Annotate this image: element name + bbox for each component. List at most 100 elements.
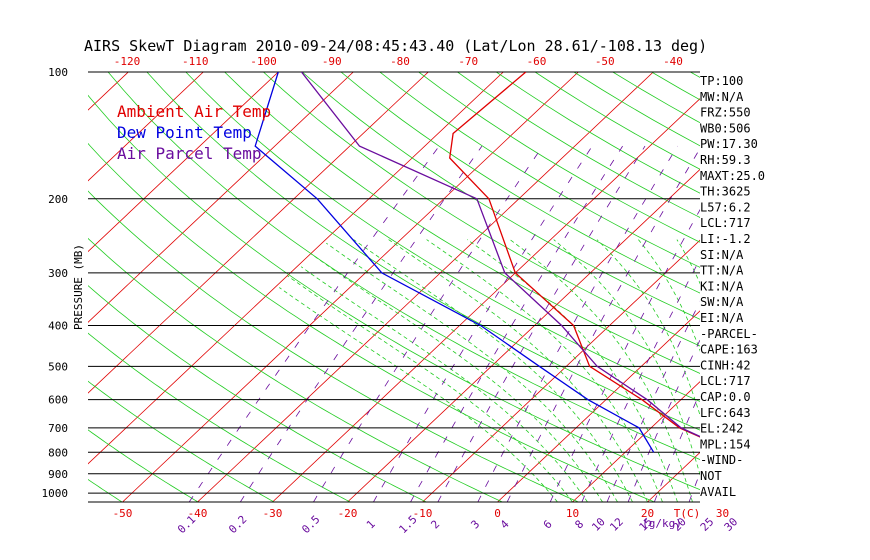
moist-adiabat-line [774,240,797,502]
series-group [254,72,700,453]
top-temperature-tick-label: -100 [250,55,277,68]
pressure-tick-label: 1000 [42,487,69,500]
stat-label: PW:17.30 [700,137,758,151]
temperature-unit-label: T(C) [674,507,701,520]
stat-label: EL:242 [700,422,743,436]
mixing-ratio-line [239,145,483,502]
stat-label: LFC:643 [700,406,751,420]
moist-adiabat-line [279,287,558,502]
series-line-0 [449,72,700,438]
bottom-temperature-tick-label: -20 [338,507,358,520]
chart-title: AIRS SkewT Diagram 2010-09-24/08:45:43.4… [84,37,707,55]
pressure-tick-label: 900 [48,468,68,481]
dry-adiabat-line [107,72,700,460]
stat-label: LCL:717 [700,374,751,388]
isotherm-line [422,239,700,502]
stat-label: NOT [700,469,722,483]
isotherm-line [88,72,204,182]
stat-label: KI:N/A [700,279,744,293]
dry-adiabat-line [88,429,199,502]
mixing-ratio-line [740,146,870,502]
dry-adiabat-line [88,332,351,502]
pressure-tick-label: 300 [48,267,68,280]
moist-adiabat-line [388,239,648,502]
bottom-temperature-tick-label: 30 [716,507,729,520]
dry-adiabat-line [88,478,123,502]
top-temperature-tick-label: -50 [595,55,615,68]
dry-adiabat-line [263,72,700,347]
stat-label: FRZ:550 [700,106,751,120]
y-axis-label: PRESSURE (MB) [72,244,85,330]
isotherm-line [88,72,129,111]
mixing-ratio-label: 25 [698,515,717,534]
dry-adiabat-line [88,285,427,502]
top-temperature-tick-label: -80 [390,55,410,68]
bottom-temperature-tick-label: -40 [188,507,208,520]
legend-label: Dew Point Temp [117,123,252,142]
mixing-ratio-unit-label: (g/kg) [642,517,682,530]
moist-adiabat-line [509,239,693,502]
stat-label: MAXT:25.0 [700,169,765,183]
dry-adiabat-line [88,190,579,502]
top-temperature-tick-label: -40 [663,55,683,68]
dry-adiabat-line [146,72,700,431]
isotherm-line [0,72,53,502]
isotherm-line [497,310,700,502]
isotherm-line [88,72,429,394]
dry-adiabat-line [340,72,700,294]
moist-adiabat-line [300,266,588,502]
stat-label: CINH:42 [700,358,751,372]
dry-adiabat-line [88,94,700,491]
top-temperature-tick-label: -60 [527,55,547,68]
bottom-temperature-tick-label: -10 [413,507,433,520]
stat-label: EI:N/A [700,311,744,325]
stat-label: WB0:506 [700,121,751,135]
dry-adiabat-line [88,142,655,502]
moist-adiabat-line [353,239,633,502]
legend-label: Ambient Air Temp [117,102,271,121]
stat-label: SI:N/A [700,248,744,262]
pressure-tick-label: 200 [48,193,68,206]
stat-label: MPL:154 [700,437,751,451]
stat-label: -PARCEL- [700,327,758,341]
stat-label: TT:N/A [700,264,744,278]
stat-label: MW:N/A [700,90,744,104]
mixing-ratio-line [606,300,700,502]
isotherm-line [88,72,279,253]
pressure-tick-label: 400 [48,320,68,333]
legend-label: Air Parcel Temp [117,144,262,163]
isotherm-line [197,72,654,502]
mixing-ratio-line [477,145,678,502]
stat-label: TH:3625 [700,185,751,199]
moist-adiabat-line [426,239,663,502]
bottom-temperature-tick-label: -30 [263,507,283,520]
stat-label: -WIND- [700,453,743,467]
dry-adiabat-line [185,72,700,402]
stat-label: AVAIL [700,485,736,499]
moist-adiabat-line [466,239,678,502]
stat-label: TP:100 [700,74,743,88]
moist-adiabat-line [638,239,700,352]
series-line-2 [300,72,700,438]
mixing-ratio-line [437,145,646,502]
stat-label: LI:-1.2 [700,232,751,246]
dry-adiabat-line [0,72,46,502]
isotherm-line [88,72,354,323]
mixing-ratio-line [410,145,623,502]
mixing-ratio-label: 0.5 [299,513,322,536]
moist-adiabat-line [310,253,603,502]
dry-adiabat-line [651,72,700,101]
dry-adiabat-line [224,72,700,374]
isotherm-line [272,98,700,502]
stat-label: CAP:0.0 [700,390,751,404]
mixing-ratio-label: 1 [364,518,378,532]
pressure-tick-label: 100 [48,66,68,79]
top-temperature-tick-label: -110 [182,55,209,68]
moist-adiabat-line [326,242,618,502]
bottom-temperature-tick-label: 0 [494,507,501,520]
moist-adiabat-line [553,239,700,476]
isobar-lines [88,71,700,503]
dry-adiabat-line [88,237,503,502]
stat-label: L57:6.2 [700,200,751,214]
mixing-ratio-label: 3 [468,518,482,532]
